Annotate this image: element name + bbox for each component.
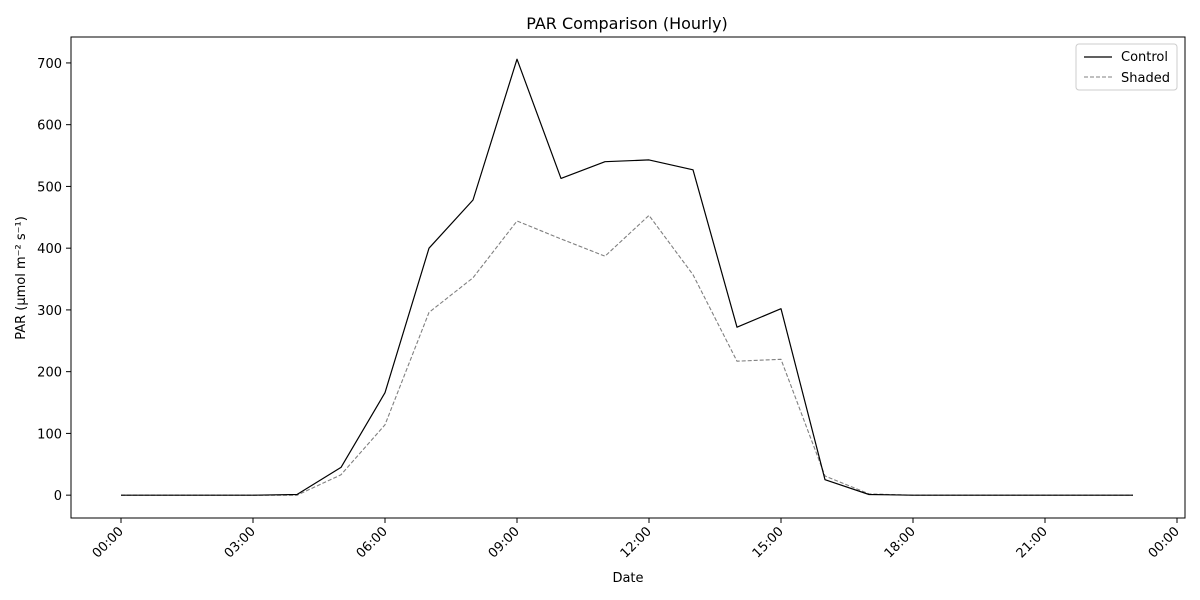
series-line-shaded: [121, 214, 1133, 496]
plot-frame: [70, 36, 1186, 519]
x-tick-label: 15:00: [750, 524, 787, 561]
y-axis: 0 100 200 300 400 500 600 700: [37, 57, 71, 504]
x-tick-label: 00:00: [90, 524, 127, 561]
x-tick-label: 12:00: [618, 524, 655, 561]
y-tick-label: 500: [37, 180, 62, 195]
x-axis: 00:00 03:00 06:00 09:00 12:00 15:00 18:00 21:00…: [90, 518, 1183, 561]
y-tick-label: 200: [37, 366, 62, 381]
legend-label-control: Control: [1121, 50, 1168, 65]
y-tick-label: 400: [37, 242, 62, 257]
legend-label-shaded: Shaded: [1121, 71, 1170, 86]
x-tick-label: 09:00: [486, 524, 523, 561]
x-tick-label: 03:00: [222, 524, 259, 561]
plot-area: [121, 58, 1133, 496]
x-axis-label: Date: [612, 571, 643, 586]
y-tick-label: 600: [37, 119, 62, 134]
x-tick-label: 21:00: [1014, 524, 1051, 561]
y-tick-label: 100: [37, 427, 62, 442]
x-tick-label: 06:00: [354, 524, 391, 561]
legend: Control Shaded: [1075, 43, 1178, 91]
series-line-control: [121, 58, 1133, 496]
legend-box: [1075, 43, 1178, 91]
x-tick-label: 18:00: [882, 524, 919, 561]
chart-title: PAR Comparison (Hourly): [526, 14, 728, 33]
y-axis-label: PAR (µmol m⁻² s⁻¹): [14, 216, 29, 340]
x-tick-label: 00:00: [1146, 524, 1183, 561]
y-tick-label: 0: [54, 489, 62, 504]
y-tick-label: 700: [37, 57, 62, 72]
y-tick-label: 300: [37, 304, 62, 319]
